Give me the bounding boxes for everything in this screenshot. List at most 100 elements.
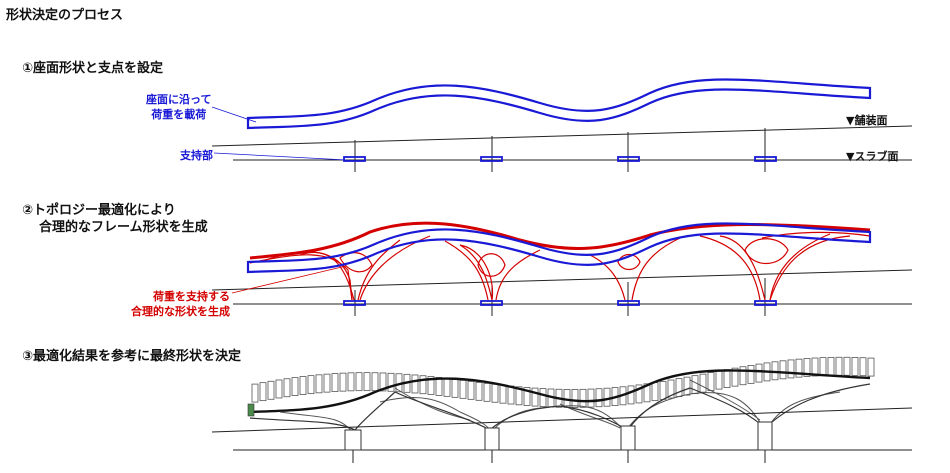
slat [259,382,267,402]
slat [283,378,291,398]
optimized-frame [249,221,871,301]
slat [579,388,587,408]
slat [451,378,459,398]
step-1-text: 座面形状と支点を設定 [33,61,164,76]
slat [715,370,723,390]
slat [507,385,515,405]
slat [795,358,803,378]
paving-line-1 [211,125,913,147]
rational-leader [231,265,347,294]
slat [819,357,827,377]
slat [835,356,843,376]
slat [315,374,323,394]
slat [571,389,579,408]
slat [531,387,539,407]
slat [659,380,667,400]
slat [291,377,299,397]
slat [267,380,275,400]
slat [651,382,659,402]
step-2-number: ② [22,203,34,218]
slat [251,383,259,403]
slat [475,381,483,401]
final-frame-outline [249,383,871,431]
paving-line-3 [211,407,913,433]
step-1-label: ①座面形状と支点を設定 [22,60,163,77]
slat [347,372,355,392]
slat [739,366,747,386]
slat [355,372,363,392]
slat [483,382,491,402]
slat [811,357,819,377]
rational-line2: 合理的な形状を生成 [131,305,230,318]
rational-line1: 荷重を支持する [153,290,230,303]
slat [587,388,595,408]
final-columns [344,421,773,451]
slat [667,379,675,399]
step-2-text-line2: 合理的なフレーム形状を生成 [39,220,208,235]
slat [683,376,691,396]
slat [859,357,867,377]
slat [779,360,787,380]
step-3-number: ③ [22,349,34,364]
slat [499,384,507,404]
slat [627,385,635,405]
step-1-number: ① [22,61,34,76]
slat [363,372,371,392]
slat [307,375,315,395]
slat [515,386,523,406]
slat [803,358,811,377]
slat [379,372,387,392]
slat [419,375,427,395]
slat [459,379,467,399]
supports-leader [213,152,348,161]
slat [435,377,443,396]
slat [427,376,435,395]
seat-load-leader [211,106,257,123]
seat-surface-2 [246,222,872,274]
slat [643,383,651,403]
supports-annotation: 支持部 [180,149,213,162]
step-3-diagram [211,356,913,463]
slat [331,373,339,392]
page-title: 形状決定のプロセス [6,8,124,23]
step-3-text: 最適化結果を参考に最終形状を決定 [33,349,242,364]
final-end-cap [247,403,255,417]
seat-load-line1: 座面に沿って [146,93,212,106]
slat [371,372,379,392]
slat [443,377,451,397]
slat [755,363,763,383]
final-frame [279,379,841,434]
slat [867,357,875,377]
support-pads-2 [343,300,777,306]
slat [491,383,499,403]
slat [299,376,307,395]
slat [323,373,331,393]
slat [523,387,531,406]
support-markers-1 [354,128,766,172]
slat [603,387,611,407]
slat [595,388,603,408]
slat [467,380,475,400]
paving-line-2 [211,269,913,291]
slat [731,367,739,387]
step-2-diagram [211,221,913,316]
support-markers-3 [352,450,766,463]
slat [707,372,715,392]
step-2-label: ②トポロジー最適化により 合理的なフレーム形状を生成 [22,202,208,236]
seat-load-line2: 荷重を載荷 [151,108,207,121]
seat-load-annotation: 座面に沿って 荷重を載荷 [146,92,211,122]
slat [539,388,547,408]
slat [275,379,283,399]
slat [827,356,835,376]
step-2-text-line1: トポロジー最適化により [33,203,176,218]
slat [339,372,347,392]
slat [411,374,419,394]
slat [851,357,859,376]
slat [843,356,851,376]
step-1-diagram [211,78,913,172]
slat [635,384,643,404]
support-pads-1 [343,156,777,162]
slat [747,364,755,384]
slat [723,369,731,389]
